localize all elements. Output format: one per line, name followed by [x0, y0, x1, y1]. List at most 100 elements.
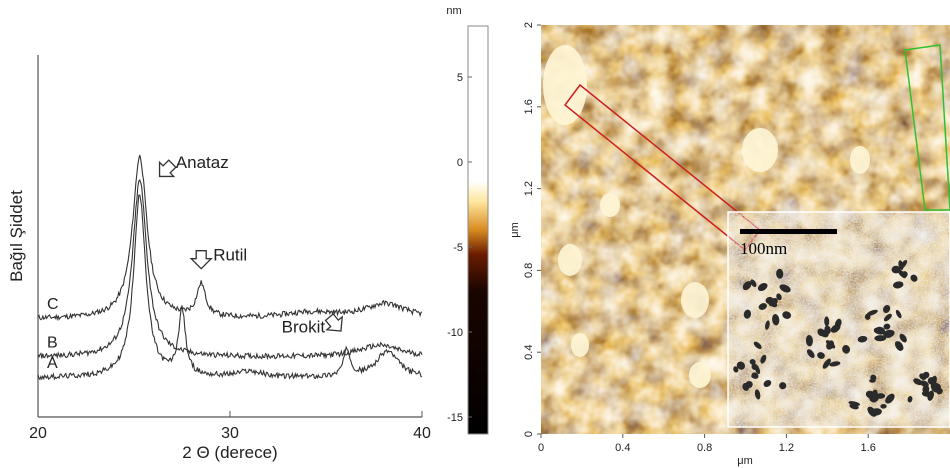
xrd-chart: 20 30 40 C BA Anataz Rutil Brokit 2 Θ (derece…	[7, 55, 431, 462]
xrd-annotations: Anataz Rutil Brokit	[158, 153, 343, 336]
colorbar-tick-label: -15	[447, 412, 463, 424]
tem-particle	[920, 380, 929, 388]
tem-particle	[751, 363, 758, 370]
tem-scale-bar	[740, 229, 837, 234]
tem-particle	[822, 358, 831, 369]
afm-x-tick-label: 0.8	[697, 442, 712, 454]
tem-particle	[754, 389, 761, 400]
tem-particle	[772, 314, 780, 326]
afm-axes: 0 0.4 0.8 1.2 1.6 0 0.4 0.8 1.2 1.6 2	[523, 22, 876, 454]
xrd-annotation-arrow-icon	[158, 159, 177, 178]
tem-particle	[869, 394, 878, 403]
tem-particle	[898, 260, 904, 271]
tem-particle	[829, 361, 841, 367]
xrd-annotation-label: Brokit	[282, 317, 326, 336]
tem-particle	[805, 335, 813, 347]
xrd-annotation-arrow-icon	[189, 250, 213, 270]
afm-x-label: μm	[737, 455, 753, 467]
tem-particle	[913, 378, 923, 386]
xrd-series-label-A: A	[47, 355, 58, 372]
tem-particle	[883, 323, 891, 330]
afm-y-tick-label: 0.8	[523, 263, 535, 278]
tem-particle	[896, 341, 904, 351]
tem-particle	[849, 403, 859, 410]
tem-particle	[782, 311, 792, 319]
tem-particle	[817, 352, 825, 359]
xrd-x-tick-label: 40	[413, 425, 431, 442]
tem-particle	[922, 371, 930, 379]
tem-particle	[892, 281, 904, 289]
tem-particle	[874, 335, 887, 342]
tem-particle	[733, 366, 739, 373]
tem-particle	[921, 390, 931, 397]
afm-y-label: μm	[509, 222, 521, 238]
tem-particle	[866, 309, 878, 316]
tem-particle	[883, 313, 892, 322]
tem-particle	[760, 354, 767, 364]
tem-scale-label: 100nm	[740, 239, 787, 258]
tem-particle	[857, 335, 868, 343]
tem-particle	[765, 320, 770, 330]
tem-particle	[875, 393, 886, 399]
afm-y-tick-label: 0.4	[523, 345, 535, 360]
tem-particle	[768, 297, 778, 307]
tem-particle	[806, 349, 815, 358]
xrd-series-A	[37, 194, 423, 381]
tem-particle	[825, 340, 836, 349]
tem-particle	[763, 379, 772, 388]
xrd-series-label-B: B	[47, 334, 58, 351]
tem-particle	[758, 303, 767, 310]
afm-bright-grains	[543, 45, 870, 388]
xrd-x-ticks: 20 30 40	[29, 411, 431, 442]
colorbar-tick-label: 5	[457, 72, 463, 84]
tem-particle	[776, 268, 784, 279]
tem-particle	[824, 316, 830, 327]
tem-particle	[870, 374, 877, 381]
tem-particle	[745, 381, 753, 389]
tem-particle	[869, 408, 882, 416]
tem-particle	[776, 293, 782, 301]
tem-particles	[733, 259, 943, 417]
tem-border	[727, 211, 950, 428]
afm-x-tick-label: 0.4	[615, 442, 630, 454]
xrd-x-tick-label: 30	[221, 425, 239, 442]
afm-x-tick-label: 0	[538, 442, 544, 454]
tem-particle	[910, 274, 918, 282]
tem-particle	[779, 382, 787, 390]
tem-particle	[885, 393, 895, 404]
colorbar-tick-label: -5	[453, 242, 463, 254]
colorbar: nm 5 0 -5 -10 -15	[446, 5, 489, 435]
xrd-series-group: C BA	[37, 154, 423, 381]
tem-particle	[742, 281, 752, 291]
tem-particle	[883, 304, 891, 314]
afm-y-tick-label: 1.2	[523, 181, 535, 196]
xrd-series-B	[37, 178, 423, 361]
afm-image: 100nm 0 0.4 0.8 1.2 1.6 0 0.4 0.8 1.2 1.6 2 μm μm	[509, 22, 950, 467]
tem-particle	[743, 309, 752, 319]
tem-particle	[751, 372, 759, 379]
tem-inset: 100nm	[727, 211, 950, 428]
tem-particle	[736, 361, 745, 370]
xrd-x-label: 2 Θ (derece)	[182, 443, 277, 462]
xrd-series-label-C: C	[47, 296, 59, 313]
tem-particle	[931, 382, 942, 390]
tem-particle	[779, 284, 791, 293]
afm-green-selection	[904, 44, 950, 211]
tem-particle	[936, 388, 943, 395]
afm-x-tick-label: 1.6	[861, 442, 876, 454]
tem-particle	[875, 326, 885, 334]
colorbar-unit: nm	[446, 5, 461, 17]
tem-particle	[750, 279, 757, 288]
tem-particle	[834, 318, 842, 328]
tem-particle	[907, 396, 913, 403]
xrd-annotation-label: Rutil	[213, 246, 247, 265]
tem-particle	[757, 282, 768, 292]
tem-particle	[824, 325, 831, 335]
colorbar-tick-label: 0	[457, 157, 463, 169]
tem-particle	[899, 333, 907, 343]
colorbar-tick-label: -10	[447, 327, 463, 339]
tem-particle	[897, 269, 907, 279]
tem-particle	[753, 341, 762, 350]
tem-particle	[883, 329, 895, 338]
xrd-annotation-arrow-icon	[324, 313, 343, 332]
